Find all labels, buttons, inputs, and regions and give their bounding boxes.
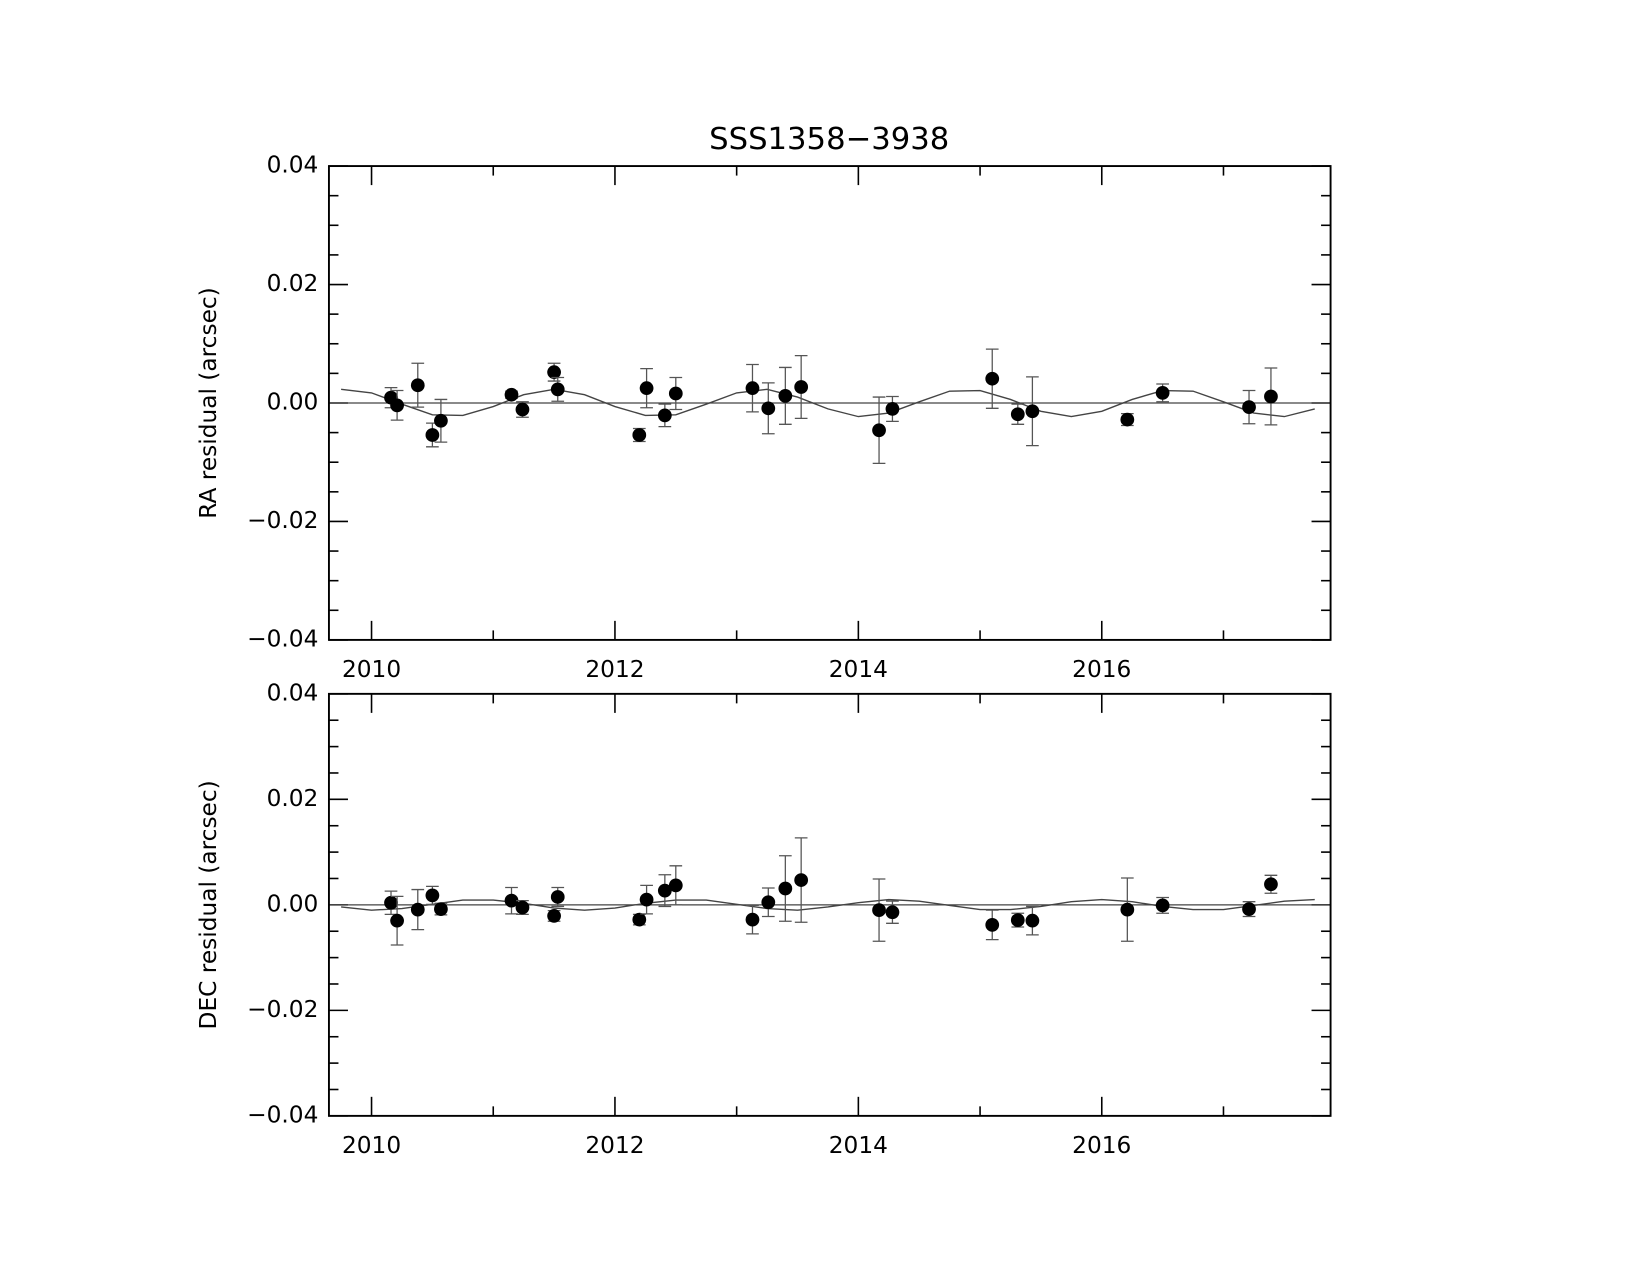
y-tick-label: 0.02 bbox=[267, 270, 319, 297]
x-tick-label: 2014 bbox=[829, 656, 888, 683]
data-point bbox=[1155, 386, 1170, 400]
data-point bbox=[547, 365, 561, 380]
data-point bbox=[794, 380, 809, 394]
x-tick-label: 2010 bbox=[342, 1132, 401, 1159]
x-tick-label: 2016 bbox=[1072, 1132, 1131, 1159]
data-point bbox=[515, 402, 530, 417]
data-point bbox=[657, 408, 672, 423]
data-point bbox=[778, 881, 793, 896]
data-point bbox=[1025, 913, 1040, 928]
fit-curve bbox=[341, 388, 1315, 418]
y-tick-label: −0.04 bbox=[247, 625, 318, 652]
plot-frame bbox=[327, 165, 1332, 641]
data-point bbox=[1120, 902, 1135, 917]
data-point bbox=[1242, 400, 1256, 415]
data-point bbox=[778, 389, 793, 403]
data-point bbox=[425, 428, 440, 442]
data-point bbox=[504, 893, 519, 908]
data-point bbox=[872, 903, 886, 918]
data-point bbox=[745, 912, 760, 927]
data-point bbox=[434, 413, 448, 428]
fit-curve bbox=[341, 898, 1315, 911]
data-point bbox=[761, 895, 776, 910]
data-point bbox=[745, 381, 760, 396]
y-tick-label: −0.02 bbox=[247, 507, 318, 534]
plot-frame bbox=[327, 692, 1332, 1117]
data-point bbox=[550, 382, 565, 397]
data-point bbox=[1010, 407, 1025, 422]
x-tick-label: 2016 bbox=[1072, 656, 1131, 683]
data-point bbox=[1025, 404, 1040, 419]
data-point bbox=[668, 386, 683, 401]
y-tick-label: 0.00 bbox=[267, 388, 319, 415]
y-tick-label: 0.00 bbox=[267, 890, 319, 917]
data-point bbox=[410, 902, 425, 917]
data-point bbox=[1264, 389, 1278, 404]
y-tick-label: 0.02 bbox=[267, 785, 319, 812]
data-point bbox=[639, 381, 654, 396]
data-point bbox=[410, 378, 425, 393]
data-point bbox=[384, 895, 398, 910]
data-point bbox=[390, 398, 404, 413]
data-point bbox=[794, 873, 809, 887]
data-point bbox=[885, 905, 900, 920]
data-point bbox=[1120, 412, 1135, 427]
x-tick-label: 2010 bbox=[342, 656, 401, 683]
x-tick-label: 2012 bbox=[585, 656, 644, 683]
data-point bbox=[1155, 898, 1170, 913]
data-point bbox=[390, 913, 404, 928]
data-point bbox=[632, 428, 647, 442]
data-point bbox=[657, 883, 672, 898]
data-point bbox=[985, 918, 1000, 932]
data-point bbox=[668, 878, 683, 893]
data-point bbox=[639, 892, 654, 907]
data-point bbox=[872, 423, 886, 438]
y-axis-label: DEC residual (arcsec) bbox=[195, 780, 222, 1029]
chart-title: SSS1358−3938 bbox=[709, 122, 949, 157]
y-tick-label: −0.04 bbox=[247, 1101, 318, 1128]
y-axis-label: RA residual (arcsec) bbox=[195, 287, 222, 518]
data-point bbox=[1010, 913, 1025, 928]
x-tick-label: 2014 bbox=[829, 1132, 888, 1159]
data-point bbox=[632, 912, 647, 927]
data-point bbox=[985, 371, 1000, 386]
data-point bbox=[515, 900, 530, 915]
data-point bbox=[550, 890, 565, 904]
data-point bbox=[761, 401, 776, 416]
data-point bbox=[1264, 877, 1278, 892]
x-tick-label: 2012 bbox=[585, 1132, 644, 1159]
data-point bbox=[1242, 902, 1256, 916]
data-point bbox=[885, 402, 900, 416]
data-point bbox=[547, 909, 561, 923]
data-point bbox=[425, 888, 440, 903]
y-tick-label: −0.02 bbox=[247, 996, 318, 1023]
y-tick-label: 0.04 bbox=[267, 152, 319, 179]
data-point bbox=[504, 387, 519, 402]
data-point bbox=[434, 902, 448, 916]
y-tick-label: 0.04 bbox=[267, 679, 319, 706]
